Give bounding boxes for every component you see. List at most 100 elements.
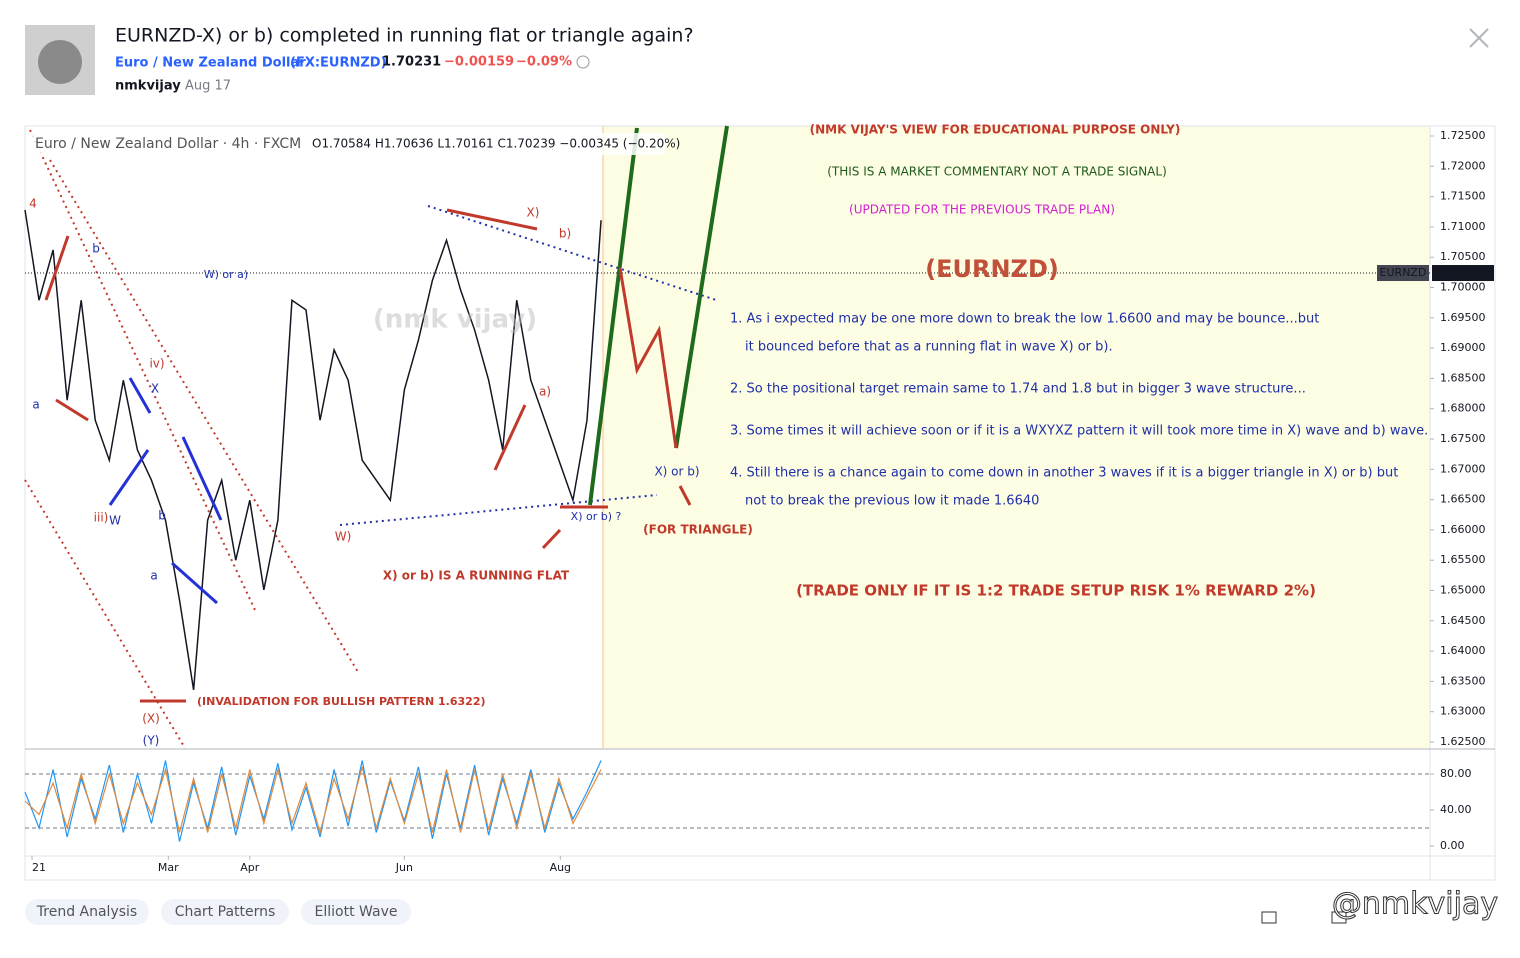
chart-frame — [24, 125, 1496, 881]
tag-label[interactable]: Chart Patterns — [175, 904, 276, 920]
y-tick-label: 1.68000 — [1440, 402, 1486, 415]
y-tick-label: 1.68500 — [1440, 371, 1486, 384]
drawings — [24, 125, 729, 749]
arrow — [678, 485, 692, 506]
x-tick-label: Apr — [240, 861, 260, 874]
annotation: (TRADE ONLY IF IT IS 1:2 TRADE SETUP RIS… — [796, 582, 1316, 600]
wave-label: b — [92, 242, 100, 256]
wave-label: W) or a) — [204, 268, 248, 281]
x-tick-label: 21 — [32, 861, 46, 874]
annotation: (INVALIDATION FOR BULLISH PATTERN 1.6322… — [197, 695, 486, 708]
y-tick-label: 1.67500 — [1440, 432, 1486, 445]
y-tick-label: 1.64500 — [1440, 614, 1486, 627]
alert-icon[interactable] — [576, 55, 590, 69]
symbol-name[interactable]: Euro / New Zealand Dollar — [115, 56, 306, 71]
y-tick-label: 1.62500 — [1440, 735, 1486, 748]
wave-line — [44, 235, 70, 301]
change-pct: −0.09% — [516, 55, 572, 70]
trend-line — [339, 494, 658, 526]
x-tick-label: Aug — [550, 861, 571, 874]
tag-label[interactable]: Trend Analysis — [36, 904, 137, 920]
annotation: X) or b) IS A RUNNING FLAT — [383, 569, 570, 583]
y-tick-label: 80.00 — [1440, 767, 1472, 780]
annotation: (EURNZD) — [925, 255, 1059, 283]
wave-line — [128, 377, 152, 414]
wave-line — [108, 449, 150, 506]
wave-label: 4 — [29, 197, 37, 211]
date: Aug 17 — [185, 79, 231, 94]
y-tick-label: 1.70000 — [1440, 280, 1486, 293]
wave-label: a — [32, 398, 39, 412]
y-tick-label: 1.66000 — [1440, 523, 1486, 536]
y-tick-label: 1.70500 — [1440, 250, 1486, 263]
annotation: 1. As i expected may be one more down to… — [730, 312, 1319, 327]
y-tick-label: 1.69500 — [1440, 311, 1486, 324]
idea-title: EURNZD-X) or b) completed in running fla… — [115, 25, 694, 47]
tag-label[interactable]: Elliott Wave — [315, 904, 398, 920]
plot: 1.62500 1.63000 1.63500 1.64000 1.64500 1.650… — [24, 129, 1494, 874]
wave-label: X) — [527, 206, 540, 220]
change: −0.00159 — [444, 55, 514, 70]
y-tick-label: 1.69000 — [1440, 341, 1486, 354]
wave-label: X) or b) ? — [571, 510, 622, 523]
wave-label: b) — [559, 227, 571, 241]
wave-label: b — [158, 509, 166, 523]
symbol-label: EURNZD — [1380, 266, 1427, 279]
tag[interactable] — [25, 899, 149, 925]
comment-icon[interactable] — [1261, 911, 1277, 924]
close-button[interactable] — [1469, 28, 1489, 48]
price-line — [24, 209, 602, 691]
tag[interactable] — [161, 899, 289, 925]
price-line — [24, 760, 602, 842]
price: 1.70231 — [382, 55, 441, 70]
wave-label: a) — [539, 385, 551, 399]
y-tick-label: 1.67000 — [1440, 462, 1486, 475]
footer-watermark: @nmkvijay — [1332, 887, 1498, 922]
wave-label: W — [109, 514, 121, 528]
wave-line — [493, 404, 527, 471]
wave-line — [446, 208, 538, 231]
y-tick-label: 40.00 — [1440, 803, 1472, 816]
annotation: 2. So the positional target remain same … — [730, 382, 1306, 397]
channel-line — [24, 479, 186, 749]
wave-label: (X) — [142, 712, 160, 726]
channel-line — [29, 129, 256, 611]
annotation: (FOR TRIANGLE) — [643, 523, 753, 537]
x-tick-label: Jun — [395, 861, 413, 874]
wave-line — [171, 561, 218, 605]
y-tick-label: 1.63000 — [1440, 705, 1486, 718]
projection-down — [618, 267, 678, 449]
y-tick-label: 1.71000 — [1440, 220, 1486, 233]
wave-label: X) or b) — [654, 465, 699, 479]
last-price-label: 1.70239 — [1436, 266, 1482, 279]
y-tick-label: 1.65500 — [1440, 553, 1486, 566]
y-tick-label: 1.64000 — [1440, 644, 1486, 657]
y-tick-label: 1.72000 — [1440, 159, 1486, 172]
y-tick-label: 1.72500 — [1440, 129, 1486, 142]
annotation: 3. Some times it will achieve soon or if… — [730, 424, 1428, 439]
symbol-tag — [1377, 265, 1429, 282]
wave-label: iv) — [149, 357, 164, 371]
trend-line — [427, 205, 717, 301]
tag[interactable] — [301, 899, 411, 925]
annotation: not to break the previous low it made 1.… — [745, 494, 1039, 509]
wave-line — [55, 398, 89, 422]
wave-label: W) — [335, 530, 352, 544]
symbol-code[interactable]: (FX:EURNZD) — [290, 56, 387, 71]
channel-line — [49, 159, 359, 673]
projection-up — [588, 127, 639, 506]
watermark: (nmk vijay) — [373, 305, 537, 335]
last-price-tag — [1432, 265, 1494, 282]
annotation: (UPDATED FOR THE PREVIOUS TRADE PLAN) — [849, 203, 1115, 217]
price-line — [24, 766, 602, 835]
y-tick-label: 1.66500 — [1440, 493, 1486, 506]
annotation: (THIS IS A MARKET COMMENTARY NOT A TRADE… — [827, 165, 1167, 179]
author[interactable]: nmkvijay — [115, 79, 181, 94]
share-icon[interactable] — [1331, 911, 1347, 924]
annotation: 4. Still there is a chance again to come… — [730, 466, 1398, 481]
annotation: it bounced before that as a running flat… — [745, 340, 1113, 355]
legend-bg — [30, 133, 665, 155]
y-tick-label: 1.65000 — [1440, 584, 1486, 597]
avatar-face — [38, 40, 82, 84]
